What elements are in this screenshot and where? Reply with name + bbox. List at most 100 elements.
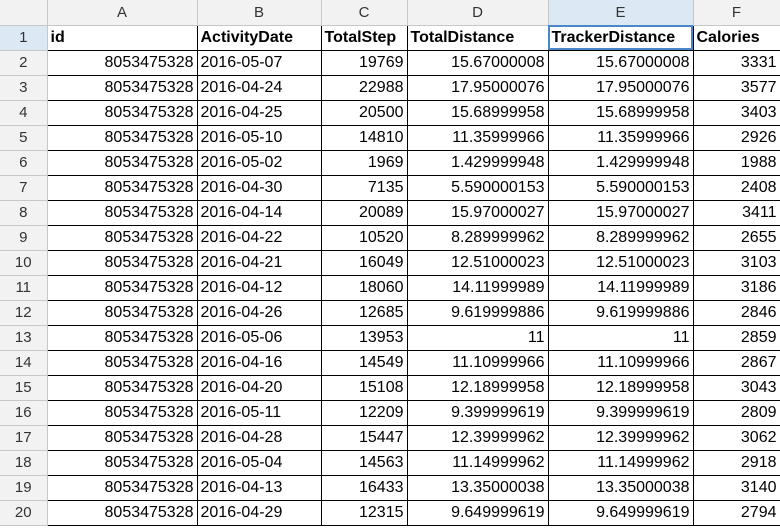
cell-activity-date[interactable]: 2016-05-04 — [197, 450, 322, 476]
cell-id[interactable]: 8053475328 — [47, 400, 198, 426]
cell-total-steps[interactable]: 1969 — [321, 150, 408, 176]
cell-total-steps[interactable]: 12209 — [321, 400, 408, 426]
cell-id[interactable]: 8053475328 — [47, 175, 198, 201]
cell-total-distance[interactable]: 17.95000076 — [407, 75, 549, 101]
cell-calories[interactable]: 3140 — [693, 475, 780, 501]
cell-total-distance[interactable]: 5.590000153 — [407, 175, 549, 201]
row-header[interactable]: 15 — [0, 375, 48, 401]
cell-id[interactable]: 8053475328 — [47, 425, 198, 451]
column-title-activity-date[interactable]: ActivityDate — [197, 25, 322, 51]
cell-calories[interactable]: 2655 — [693, 225, 780, 251]
cell-total-steps[interactable]: 14563 — [321, 450, 408, 476]
row-header[interactable]: 12 — [0, 300, 48, 326]
cell-total-distance[interactable]: 11.35999966 — [407, 125, 549, 151]
cell-tracker-distance[interactable]: 11.35999966 — [548, 125, 694, 151]
column-title-total-distance[interactable]: TotalDistance — [407, 25, 549, 51]
cell-total-steps[interactable]: 14549 — [321, 350, 408, 376]
column-title-total-steps[interactable]: TotalStep — [321, 25, 408, 51]
cell-tracker-distance[interactable]: 5.590000153 — [548, 175, 694, 201]
cell-activity-date[interactable]: 2016-05-07 — [197, 50, 322, 76]
cell-total-steps[interactable]: 15108 — [321, 375, 408, 401]
cell-tracker-distance[interactable]: 15.68999958 — [548, 100, 694, 126]
cell-activity-date[interactable]: 2016-04-14 — [197, 200, 322, 226]
cell-id[interactable]: 8053475328 — [47, 225, 198, 251]
cell-tracker-distance[interactable]: 12.39999962 — [548, 425, 694, 451]
cell-total-distance[interactable]: 15.97000027 — [407, 200, 549, 226]
cell-total-steps[interactable]: 20089 — [321, 200, 408, 226]
cell-tracker-distance[interactable]: 1.429999948 — [548, 150, 694, 176]
cell-activity-date[interactable]: 2016-05-11 — [197, 400, 322, 426]
cell-total-steps[interactable]: 22988 — [321, 75, 408, 101]
row-header[interactable]: 4 — [0, 100, 48, 126]
cell-activity-date[interactable]: 2016-04-24 — [197, 75, 322, 101]
cell-id[interactable]: 8053475328 — [47, 100, 198, 126]
cell-total-steps[interactable]: 19769 — [321, 50, 408, 76]
row-header[interactable]: 17 — [0, 425, 48, 451]
row-header[interactable]: 1 — [0, 25, 48, 51]
cell-activity-date[interactable]: 2016-05-06 — [197, 325, 322, 351]
row-header[interactable]: 13 — [0, 325, 48, 351]
cell-tracker-distance[interactable]: 12.51000023 — [548, 250, 694, 276]
cell-id[interactable]: 8053475328 — [47, 125, 198, 151]
cell-activity-date[interactable]: 2016-04-22 — [197, 225, 322, 251]
cell-calories[interactable]: 2918 — [693, 450, 780, 476]
cell-activity-date[interactable]: 2016-04-21 — [197, 250, 322, 276]
cell-total-steps[interactable]: 12315 — [321, 500, 408, 526]
cell-id[interactable]: 8053475328 — [47, 50, 198, 76]
row-header[interactable]: 9 — [0, 225, 48, 251]
cell-total-steps[interactable]: 16433 — [321, 475, 408, 501]
cell-total-distance[interactable]: 13.35000038 — [407, 475, 549, 501]
cell-activity-date[interactable]: 2016-04-28 — [197, 425, 322, 451]
cell-activity-date[interactable]: 2016-04-29 — [197, 500, 322, 526]
cell-calories[interactable]: 1988 — [693, 150, 780, 176]
cell-calories[interactable]: 2859 — [693, 325, 780, 351]
cell-total-distance[interactable]: 12.18999958 — [407, 375, 549, 401]
cell-total-distance[interactable]: 12.51000023 — [407, 250, 549, 276]
row-header[interactable]: 16 — [0, 400, 48, 426]
row-header[interactable]: 11 — [0, 275, 48, 301]
cell-activity-date[interactable]: 2016-05-10 — [197, 125, 322, 151]
cell-total-distance[interactable]: 9.399999619 — [407, 400, 549, 426]
cell-id[interactable]: 8053475328 — [47, 325, 198, 351]
cell-activity-date[interactable]: 2016-04-26 — [197, 300, 322, 326]
cell-total-steps[interactable]: 7135 — [321, 175, 408, 201]
cell-id[interactable]: 8053475328 — [47, 200, 198, 226]
row-header[interactable]: 3 — [0, 75, 48, 101]
cell-activity-date[interactable]: 2016-04-20 — [197, 375, 322, 401]
cell-id[interactable]: 8053475328 — [47, 150, 198, 176]
cell-total-steps[interactable]: 12685 — [321, 300, 408, 326]
cell-id[interactable]: 8053475328 — [47, 250, 198, 276]
column-title-tracker-distance[interactable]: TrackerDistance — [548, 25, 694, 51]
cell-calories[interactable]: 2846 — [693, 300, 780, 326]
column-title-calories[interactable]: Calories — [693, 25, 780, 51]
row-header[interactable]: 10 — [0, 250, 48, 276]
cell-id[interactable]: 8053475328 — [47, 300, 198, 326]
row-header[interactable]: 2 — [0, 50, 48, 76]
select-all-corner[interactable] — [0, 0, 48, 26]
row-header[interactable]: 19 — [0, 475, 48, 501]
cell-total-distance[interactable]: 11 — [407, 325, 549, 351]
cell-tracker-distance[interactable]: 15.97000027 — [548, 200, 694, 226]
cell-activity-date[interactable]: 2016-04-25 — [197, 100, 322, 126]
cell-calories[interactable]: 3186 — [693, 275, 780, 301]
cell-calories[interactable]: 2926 — [693, 125, 780, 151]
cell-total-steps[interactable]: 10520 — [321, 225, 408, 251]
cell-id[interactable]: 8053475328 — [47, 275, 198, 301]
cell-total-distance[interactable]: 14.11999989 — [407, 275, 549, 301]
cell-tracker-distance[interactable]: 9.399999619 — [548, 400, 694, 426]
cell-calories[interactable]: 3577 — [693, 75, 780, 101]
column-title-id[interactable]: id — [47, 25, 198, 51]
cell-total-distance[interactable]: 15.68999958 — [407, 100, 549, 126]
cell-total-distance[interactable]: 11.10999966 — [407, 350, 549, 376]
cell-total-distance[interactable]: 11.14999962 — [407, 450, 549, 476]
cell-id[interactable]: 8053475328 — [47, 75, 198, 101]
cell-tracker-distance[interactable]: 11 — [548, 325, 694, 351]
cell-total-distance[interactable]: 8.289999962 — [407, 225, 549, 251]
cell-total-steps[interactable]: 14810 — [321, 125, 408, 151]
column-header-f[interactable]: F — [693, 0, 780, 26]
row-header[interactable]: 6 — [0, 150, 48, 176]
cell-tracker-distance[interactable]: 8.289999962 — [548, 225, 694, 251]
row-header[interactable]: 8 — [0, 200, 48, 226]
cell-total-steps[interactable]: 20500 — [321, 100, 408, 126]
cell-tracker-distance[interactable]: 13.35000038 — [548, 475, 694, 501]
